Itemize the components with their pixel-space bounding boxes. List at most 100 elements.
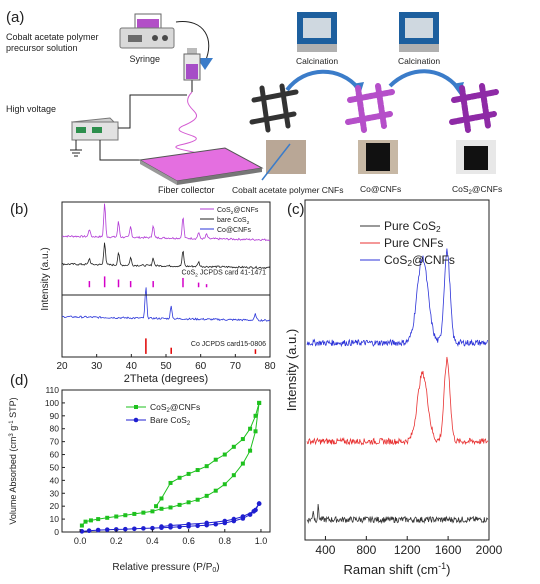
xrd-x-tick-label: 40 — [126, 361, 138, 372]
fiber-collector-icon — [138, 147, 264, 185]
bet-point — [222, 482, 227, 487]
bet-point — [231, 516, 237, 522]
bet-point — [195, 497, 200, 502]
bet-point — [213, 457, 218, 462]
bet-point — [231, 444, 236, 449]
wire-bottom — [99, 140, 145, 161]
raman-x-tick-label: 1200 — [394, 543, 421, 557]
bet-y-tick-label: 110 — [45, 385, 59, 395]
co-cnf-lattice-icon — [345, 83, 395, 133]
bet-point — [222, 518, 228, 524]
bet-point — [159, 496, 164, 501]
xrd-reference-group: CoS2 JCPDS card 41-1471 Co JCPDS card15-0… — [62, 269, 270, 354]
bet-point — [204, 493, 209, 498]
bet-point — [204, 464, 209, 469]
bet-point — [253, 429, 258, 434]
high-voltage-label: High voltage — [6, 104, 56, 114]
panel-d-bet: (d) 0.0 0.2 0.4 0.6 0.8 1.0 0 10 20 30 40 50 60 70 80 9… — [8, 372, 271, 574]
xrd-plot-frame — [61, 201, 271, 358]
raman-x-ticks: 400 800 1200 1600 2000 — [315, 536, 503, 557]
co-cnf-photo — [366, 143, 390, 171]
bet-point — [213, 488, 218, 493]
bet-x-tick-label: 1.0 — [255, 536, 268, 546]
stage-polymer-label: Cobalt acetate polymer CNFs — [232, 185, 344, 195]
bet-point — [104, 527, 110, 532]
raman-x-tick-label: 1600 — [435, 543, 462, 557]
bet-x-tick-label: 0.8 — [219, 536, 232, 546]
bet-point — [79, 529, 85, 534]
bet-point — [141, 510, 146, 515]
bet-y-tick-label: 70 — [50, 437, 60, 447]
bet-y-tick-label: 30 — [50, 488, 60, 498]
raman-series-group — [306, 248, 489, 525]
calcination-arrow-1-icon — [285, 69, 360, 92]
bet-y-tick-label: 40 — [50, 475, 60, 485]
polymer-cnf-photo — [266, 140, 306, 174]
bet-point — [114, 514, 119, 519]
syringe-label: Syringe — [129, 54, 160, 64]
transfer-arrowhead-icon — [197, 58, 213, 70]
panel-c-label: (c) — [287, 201, 305, 218]
xrd-x-tick-label: 70 — [230, 361, 242, 372]
bet-point — [86, 528, 92, 534]
furnace-1-icon — [297, 12, 337, 52]
xrd-reference-label: Co JCPDS card15-0806 — [191, 341, 266, 348]
xrd-y-axis-label: Intensity (a.u.) — [40, 247, 51, 310]
transfer-arrow-icon — [175, 21, 210, 63]
cos2-cnf-photo — [464, 146, 488, 170]
bet-point — [256, 501, 262, 506]
raman-legend-label: CoS2@CNFs — [384, 253, 455, 268]
bet-y-tick-label: 20 — [50, 501, 60, 511]
furnace-2-icon — [399, 12, 439, 52]
bet-plot-frame — [61, 389, 271, 533]
bet-point — [204, 520, 209, 526]
bet-point — [123, 526, 128, 532]
bet-point — [132, 511, 137, 516]
pointer-arrow-icon — [261, 143, 291, 181]
bet-point — [168, 523, 173, 528]
panel-b-xrd: (b) CoS2 JCPDS card 41-1471 Co JCPDS card… — [10, 201, 276, 385]
raman-x-axis-label: Raman shift (cm-1) — [344, 561, 451, 577]
xrd-series-line — [61, 287, 271, 322]
raman-legend-label: Pure CNFs — [384, 236, 443, 250]
bet-point — [96, 517, 101, 522]
bet-point — [222, 452, 227, 457]
ground-icon — [70, 140, 82, 157]
bet-x-tick-label: 0.0 — [74, 536, 87, 546]
bet-point — [257, 400, 262, 405]
raman-plot-frame — [304, 199, 490, 541]
bet-point — [186, 500, 191, 505]
xrd-reference-label: CoS2 JCPDS card 41-1471 — [182, 269, 267, 278]
bet-x-tick-label: 0.2 — [110, 536, 123, 546]
stirrer-icon — [119, 13, 175, 49]
bet-point — [186, 471, 191, 476]
stage-cos2-label: CoS2@CNFs — [452, 184, 502, 196]
bet-point — [123, 513, 128, 518]
bet-point — [168, 480, 173, 485]
bet-point — [132, 526, 137, 532]
bet-point — [83, 519, 88, 524]
xrd-x-axis-label: 2Theta (degrees) — [124, 373, 208, 385]
panel-c-raman: (c) 400 800 1200 1600 2000 Pure CoS2 Pure CNF… — [284, 199, 503, 577]
calcination-label-2: Calcination — [398, 56, 440, 66]
bet-point — [213, 521, 219, 527]
panel-a-schematic: (a) Cobalt acetate polymer precursor sol… — [6, 9, 502, 196]
bet-y-tick-label: 10 — [50, 514, 60, 524]
bet-point — [159, 506, 164, 511]
raman-legend-label: Pure CoS2 — [384, 219, 441, 234]
bet-point — [95, 527, 101, 533]
bet-legend-label: Bare CoS2 — [150, 415, 190, 427]
bet-point — [186, 521, 191, 527]
xrd-x-ticks: 20 30 40 50 60 70 80 — [56, 354, 276, 372]
wire-top — [118, 94, 187, 129]
bet-y-tick-label: 80 — [50, 424, 60, 434]
xrd-x-tick-label: 30 — [91, 361, 103, 372]
bet-y-tick-label: 90 — [50, 411, 60, 421]
bet-point — [177, 475, 182, 480]
power-supply-icon — [70, 117, 120, 141]
bet-point — [79, 523, 84, 528]
bet-point — [240, 461, 245, 466]
syringe-icon — [183, 48, 201, 92]
bet-y-axis-label: Volume Absorbed (cm3 g-1 STP) — [8, 397, 18, 524]
